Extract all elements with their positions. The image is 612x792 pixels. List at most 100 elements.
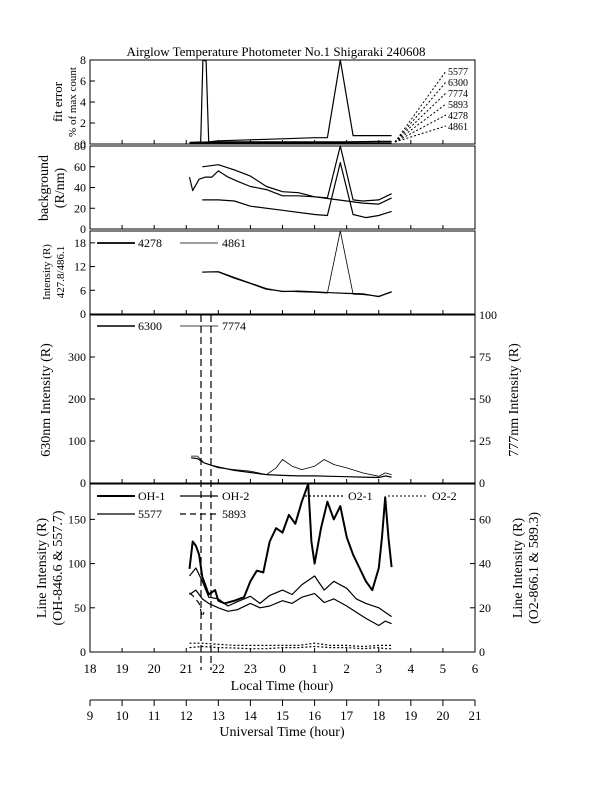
y-right-tick-label-red_line: 25 — [479, 434, 491, 448]
legend-line-6300 — [394, 81, 447, 143]
y-tick-label-line_intensity: 0 — [80, 645, 86, 659]
intensity-ylabel-1: Intensity (R) — [41, 244, 53, 300]
fit-error-ylabel-2: % of max count — [67, 67, 79, 137]
y-tick-label-background: 80 — [74, 139, 86, 153]
red-line-ylabel-left: 630nm Intensity (R) — [39, 343, 54, 457]
chart-title: Airglow Temperature Photometer No.1 Shig… — [127, 44, 426, 59]
legend-line-5893 — [394, 103, 447, 143]
series-line_intensity-o2-1 — [189, 642, 392, 648]
y-tick-label-intensity: 6 — [80, 283, 86, 297]
red-line-legend: 6300 7774 — [97, 319, 246, 333]
panel-fit-error-frame — [89, 59, 476, 145]
legend-label-6300: 6300 — [138, 319, 162, 333]
y-tick-label-line_intensity: 100 — [68, 557, 86, 571]
series-fit_error-7774 — [189, 142, 392, 145]
ut-tick-label: 16 — [308, 708, 322, 723]
ut-tick-label: 13 — [212, 708, 225, 723]
y-tick-label-background: 0 — [80, 222, 86, 236]
y-right-tick-label-line_intensity: 40 — [479, 557, 491, 571]
intensity-ylabel: Intensity (R) 427.8/486.1 — [41, 244, 67, 300]
legend-label-4278: 4278 — [138, 236, 162, 250]
series-background-5577 — [188, 170, 392, 205]
ut-tick-label: 21 — [469, 708, 482, 723]
line-intensity-legend: OH-1 OH-2 O2-1 O2-2 5577 5893 — [97, 489, 457, 521]
legend-line-5577 — [394, 70, 447, 143]
y-right-tick-label-line_intensity: 20 — [479, 601, 491, 615]
y-tick-label-fit_error: 6 — [80, 74, 86, 88]
legend-label-6300: 6300 — [448, 78, 468, 89]
y-tick-label-fit_error: 8 — [80, 53, 86, 67]
series-background-6300 — [202, 145, 392, 202]
local-time-tick-label: 21 — [180, 661, 193, 676]
local-time-tick-label: 5 — [440, 661, 447, 676]
local-time-tick-label: 19 — [116, 661, 129, 676]
ut-tick-label: 12 — [180, 708, 193, 723]
line-intensity-ylabel-left-1: Line Intensity (R) — [35, 518, 50, 619]
legend-label-oh2: OH-2 — [222, 489, 249, 503]
legend-label-5577: 5577 — [448, 67, 468, 78]
intensity-ylabel-2: 427.8/486.1 — [55, 246, 67, 299]
series-line_intensity-5577 — [189, 589, 392, 627]
legend-line-7774 — [394, 92, 447, 143]
legend-label-7774: 7774 — [222, 319, 246, 333]
legend-label-4861: 4861 — [222, 236, 246, 250]
local-time-axis-label: Local Time (hour) — [231, 679, 334, 694]
y-tick-label-intensity: 18 — [74, 236, 86, 250]
y-tick-label-line_intensity: 150 — [68, 512, 86, 526]
line-intensity-ylabel-left-2: (OH-846.6 & 557.7) — [51, 510, 66, 625]
y-tick-label-background: 20 — [74, 201, 86, 215]
local-time-tick-label: 23 — [244, 661, 257, 676]
y-right-tick-label-line_intensity: 0 — [479, 645, 485, 659]
legend-label-4861: 4861 — [448, 122, 468, 133]
y-right-tick-label-red_line: 75 — [479, 350, 491, 364]
ut-tick-label: 15 — [276, 708, 289, 723]
series-line_intensity-oh-1 — [188, 483, 393, 605]
series-line_intensity-5893 — [189, 592, 205, 618]
legend-label-5893: 5893 — [448, 100, 468, 111]
y-tick-label-red_line: 100 — [68, 434, 86, 448]
legend-label-5577: 5577 — [138, 507, 162, 521]
y-tick-label-background: 60 — [74, 160, 86, 174]
ut-tick-label: 17 — [340, 708, 354, 723]
y-right-tick-label-red_line: 0 — [479, 476, 485, 490]
y-tick-label-intensity: 0 — [80, 307, 86, 321]
local-time-tick-label: 22 — [212, 661, 225, 676]
panel-background-frame — [89, 145, 476, 230]
y-tick-label-line_intensity: 50 — [74, 601, 86, 615]
axis-ticks: 18 19 20 21 22 23 0 1 2 3 4 5 69 10 11 12 13 14 15 16 17 18 19… — [68, 53, 497, 723]
legend-label-7774: 7774 — [448, 89, 468, 100]
y-tick-label-intensity: 12 — [74, 260, 86, 274]
local-time-tick-label: 2 — [343, 661, 350, 676]
local-time-tick-label: 18 — [84, 661, 97, 676]
local-time-tick-label: 20 — [148, 661, 161, 676]
local-time-tick-label: 4 — [408, 661, 415, 676]
red-line-ylabel-right: 777nm Intensity (R) — [507, 343, 522, 457]
y-tick-label-background: 40 — [74, 181, 86, 195]
fit-error-legend: 5577 6300 7774 5893 4278 4861 — [394, 67, 468, 143]
panel-red-line-frame — [89, 314, 476, 484]
y-tick-label-red_line: 200 — [68, 392, 86, 406]
ut-tick-label: 14 — [244, 708, 258, 723]
ut-tick-label: 18 — [372, 708, 385, 723]
ut-tick-label: 11 — [148, 708, 161, 723]
ut-tick-label: 19 — [404, 708, 417, 723]
series-background-7774 — [202, 162, 392, 219]
y-tick-label-fit_error: 4 — [80, 95, 86, 109]
intensity-legend: 4278 4861 — [97, 236, 246, 250]
fit-error-ylabel-1: fit error — [50, 81, 65, 122]
local-time-tick-label: 6 — [472, 661, 479, 676]
series-line_intensity-oh-2 — [189, 567, 392, 618]
series-line_intensity-o2-2 — [189, 645, 392, 650]
background-ylabel-1: background — [37, 155, 52, 221]
local-time-tick-label: 0 — [279, 661, 286, 676]
fit-error-ylabel: fit error % of max count — [50, 67, 79, 137]
legend-label-o22: O2-2 — [432, 489, 457, 503]
series-intensity-4861 — [202, 230, 392, 297]
y-tick-label-fit_error: 0 — [80, 137, 86, 151]
y-tick-label-red_line: 300 — [68, 350, 86, 364]
line-intensity-ylabel-right-2: (O2-866.1 & 589.3) — [527, 512, 542, 624]
y-right-tick-label-red_line: 50 — [479, 392, 491, 406]
series-group — [188, 59, 393, 650]
ut-tick-label: 20 — [436, 708, 449, 723]
